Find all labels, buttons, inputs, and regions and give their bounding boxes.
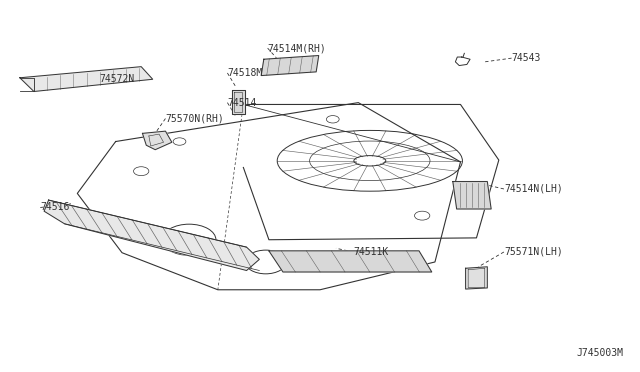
Text: 74511K: 74511K: [353, 247, 388, 257]
Polygon shape: [466, 267, 487, 289]
Text: 74514N(LH): 74514N(LH): [504, 184, 563, 194]
Polygon shape: [261, 55, 319, 76]
Polygon shape: [143, 131, 172, 150]
Text: 74514M(RH): 74514M(RH): [268, 43, 326, 53]
Polygon shape: [453, 182, 491, 209]
Text: 74514: 74514: [227, 97, 257, 108]
Text: 74543: 74543: [511, 53, 541, 63]
Text: 75571N(LH): 75571N(LH): [504, 247, 563, 257]
Polygon shape: [44, 200, 259, 270]
Polygon shape: [20, 67, 153, 92]
Polygon shape: [232, 90, 244, 114]
Polygon shape: [269, 251, 432, 272]
Text: 75570N(RH): 75570N(RH): [166, 113, 224, 124]
Text: 74518M: 74518M: [227, 68, 262, 78]
Text: J745003M: J745003M: [577, 348, 623, 358]
Text: 74516: 74516: [40, 202, 70, 212]
Text: 74572N: 74572N: [100, 74, 135, 84]
